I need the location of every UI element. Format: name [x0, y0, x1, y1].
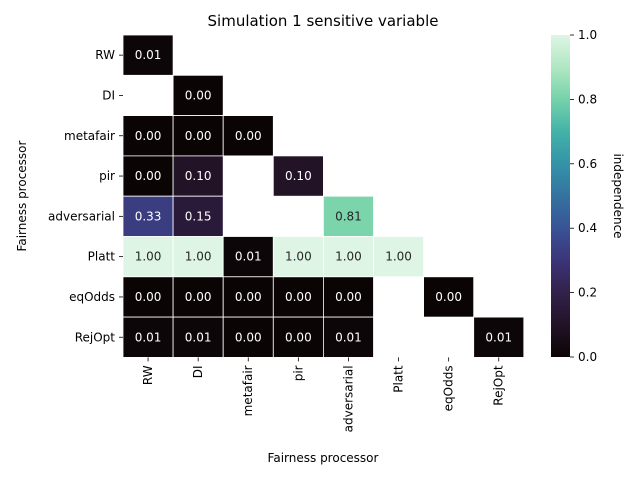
y-tick-label: eqOdds	[69, 290, 115, 304]
x-tick-label: RW	[141, 365, 155, 385]
cell-value-label: 0.00	[235, 129, 262, 143]
heatmap-cell	[272, 276, 324, 318]
y-tick-label: RejOpt	[75, 330, 116, 344]
x-tick-label: adversarial	[341, 365, 355, 432]
cell-value-label: 0.00	[135, 290, 162, 304]
cell-value-label: 1.00	[385, 250, 412, 264]
heatmap-cell	[272, 316, 324, 358]
cell-value-label: 0.81	[335, 209, 362, 223]
y-tick-label: adversarial	[48, 209, 115, 223]
y-axis-label: Fairness processor	[15, 140, 29, 251]
cell-value-label: 1.00	[285, 250, 312, 264]
colorbar-ticks: 0.0 0.2 0.4 0.6 0.8 1.0	[570, 28, 597, 364]
heatmap-cell	[322, 195, 374, 237]
cell-value-label: 0.01	[185, 330, 212, 344]
colorbar-tick-label: 0.6	[578, 157, 597, 171]
cell-value-label: 0.00	[285, 290, 312, 304]
heatmap-cell	[172, 74, 224, 117]
heatmap-cell	[122, 236, 174, 278]
heatmap-cell	[322, 236, 374, 278]
x-axis-label: Fairness processor	[268, 451, 379, 465]
cell-value-label: 0.10	[185, 169, 212, 183]
colorbar-tick-label: 0.4	[578, 221, 597, 235]
heatmap-cell	[322, 276, 374, 318]
heatmap-cell	[373, 236, 424, 278]
cell-value-label: 0.00	[185, 88, 212, 102]
cell-value-label: 0.00	[135, 129, 162, 143]
y-tick-label: pir	[99, 169, 115, 183]
x-tick-label: eqOdds	[442, 365, 456, 411]
heatmap-cell	[172, 316, 224, 358]
chart-title: Simulation 1 sensitive variable	[208, 12, 439, 30]
y-tick-label: DI	[102, 88, 115, 102]
cell-value-label: 0.15	[185, 209, 212, 223]
cell-value-label: 0.00	[285, 330, 312, 344]
cell-value-label: 0.01	[485, 330, 512, 344]
heatmap-cell	[172, 276, 224, 318]
heatmap-cell	[272, 155, 324, 197]
y-axis-ticks: RW DI metafair pir adversarial Platt eqOdds Rej…	[48, 48, 123, 344]
cell-value-label: 0.00	[335, 290, 362, 304]
heatmap-cell	[122, 34, 174, 76]
heatmap-cell	[172, 195, 224, 237]
cell-value-label: 0.00	[435, 290, 462, 304]
heatmap-cell	[222, 236, 274, 278]
cell-value-label: 0.01	[135, 48, 162, 62]
cell-value-label: 0.01	[335, 330, 362, 344]
colorbar	[551, 35, 570, 357]
cell-value-label: 1.00	[135, 250, 162, 264]
cell-value-label: 0.01	[235, 250, 262, 264]
heatmap-cell	[423, 276, 475, 318]
cell-value-label: 0.33	[135, 209, 162, 223]
x-tick-label: metafair	[241, 365, 255, 416]
colorbar-tick-label: 1.0	[578, 28, 597, 42]
x-axis-ticks: RW DI metafair pir adversarial Platt eqOdds Rej…	[141, 357, 506, 432]
heatmap-cell	[222, 276, 274, 318]
colorbar-tick-label: 0.8	[578, 92, 597, 106]
heatmap-cell	[322, 316, 374, 358]
cell-value-label: 1.00	[185, 250, 212, 264]
y-tick-label: Platt	[88, 250, 116, 264]
y-tick-label: RW	[95, 48, 115, 62]
x-tick-label: Platt	[392, 365, 406, 393]
heatmap-cell	[122, 115, 174, 157]
heatmap-cell	[473, 316, 525, 358]
colorbar-tick-label: 0.0	[578, 350, 597, 364]
cell-value-label: 0.01	[135, 330, 162, 344]
colorbar-label: independence	[611, 153, 625, 238]
cell-value-label: 0.00	[235, 290, 262, 304]
x-tick-label: DI	[191, 365, 205, 378]
cell-value-label: 0.00	[185, 290, 212, 304]
cell-value-label: 1.00	[335, 250, 362, 264]
x-tick-label: pir	[291, 365, 305, 381]
cell-value-label: 0.00	[135, 169, 162, 183]
cell-value-label: 0.00	[235, 330, 262, 344]
heatmap-cell	[222, 115, 274, 157]
x-tick-label: RejOpt	[492, 365, 506, 406]
cell-value-label: 0.10	[285, 169, 312, 183]
y-tick-label: metafair	[64, 129, 115, 143]
cell-value-label: 0.00	[185, 129, 212, 143]
heatmap-cells: 0.01 0.00 0.00 0.00 0.00 0.00 0.10 0.10 0.33 0.15…	[122, 34, 525, 358]
colorbar-tick-label: 0.2	[578, 286, 597, 300]
